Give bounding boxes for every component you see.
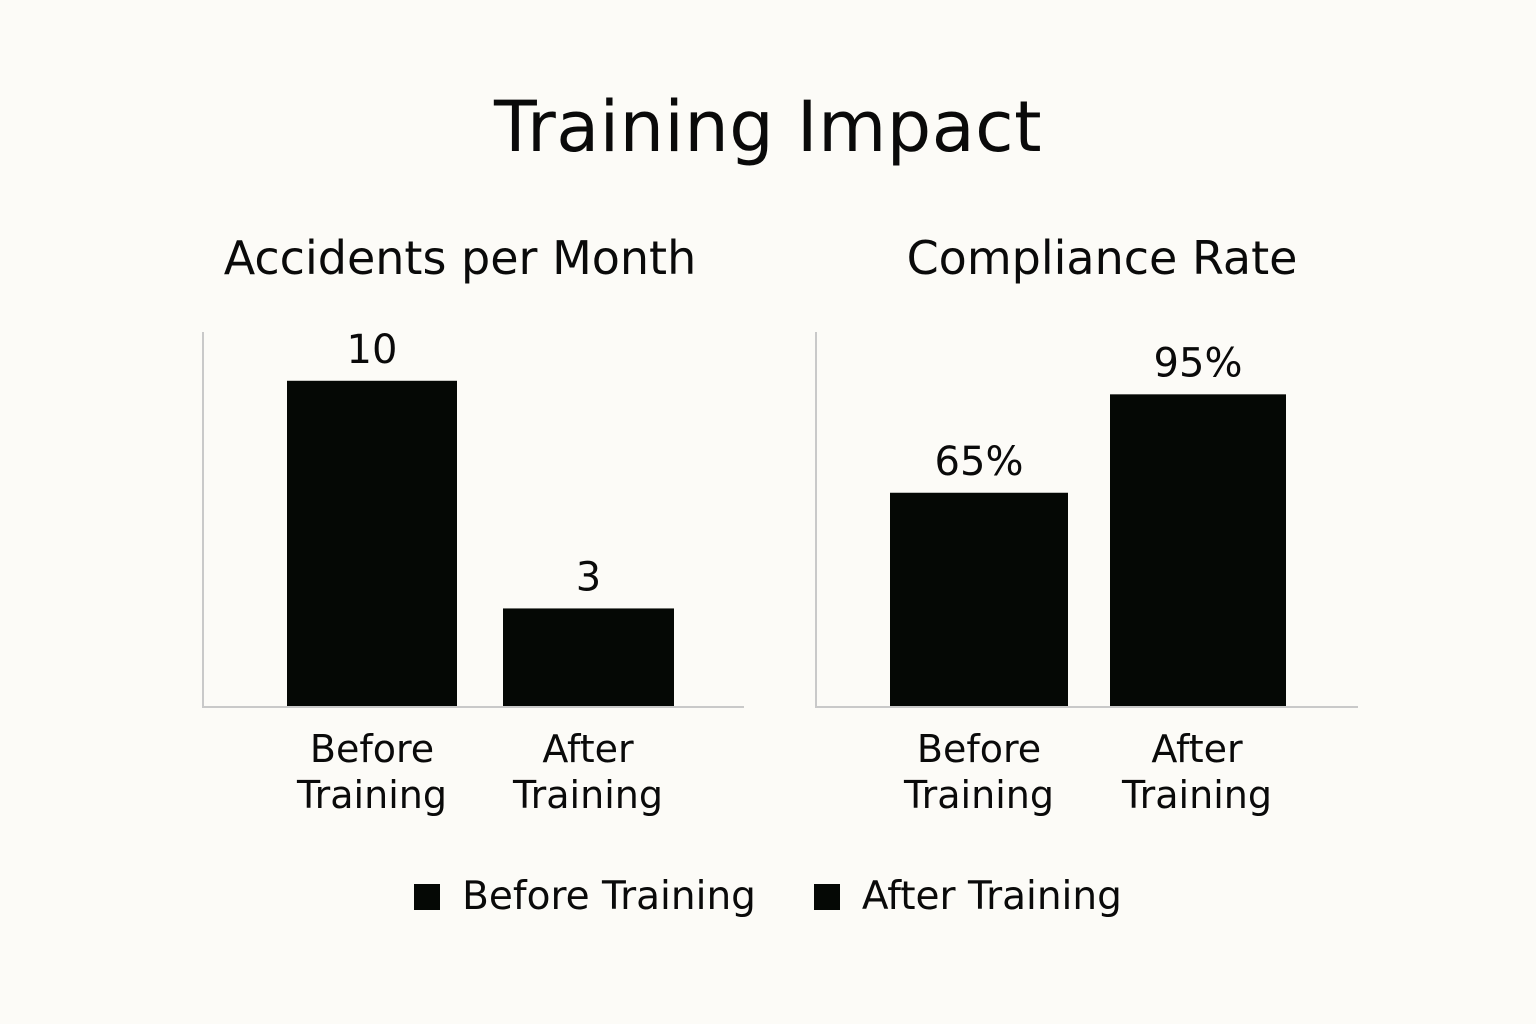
accidents-tick-label-after-line-2: Training xyxy=(512,773,663,817)
compliance-tick-label-after-line-1: After xyxy=(1151,727,1243,771)
legend: Before Training After Training xyxy=(0,870,1536,924)
legend-label-before: Before Training xyxy=(462,874,756,919)
accidents-tick-label-after-line-1: After xyxy=(542,727,634,771)
compliance-tick-label-before-line-1: Before xyxy=(917,727,1041,771)
accidents-tick-label-before-line-1: Before xyxy=(310,727,434,771)
accidents-tick-label-before-line-2: Training xyxy=(296,773,447,817)
compliance-tick-label-after-line-2: Training xyxy=(1121,773,1272,817)
legend-item-after: After Training xyxy=(813,870,1122,924)
compliance-value-label-before: 65% xyxy=(935,439,1024,485)
legend-swatch-after xyxy=(813,884,840,910)
compliance-tick-label-before-line-2: Training xyxy=(903,773,1054,817)
compliance-bar-before xyxy=(890,492,1068,706)
legend-item-before: Before Training xyxy=(414,870,756,924)
compliance-bar-after xyxy=(1110,394,1286,706)
legend-label-after: After Training xyxy=(861,874,1122,919)
accidents-chart-title: Accidents per Month xyxy=(223,231,697,285)
accidents-value-label-after: 3 xyxy=(576,554,601,600)
compliance-value-label-after: 95% xyxy=(1154,340,1243,386)
main-title: Training Impact xyxy=(493,86,1043,168)
accidents-bar-before xyxy=(287,380,457,706)
compliance-chart-title: Compliance Rate xyxy=(906,231,1298,285)
accidents-bar-after xyxy=(503,608,674,706)
legend-swatch-before xyxy=(414,884,441,910)
accidents-value-label-before: 10 xyxy=(347,327,398,373)
